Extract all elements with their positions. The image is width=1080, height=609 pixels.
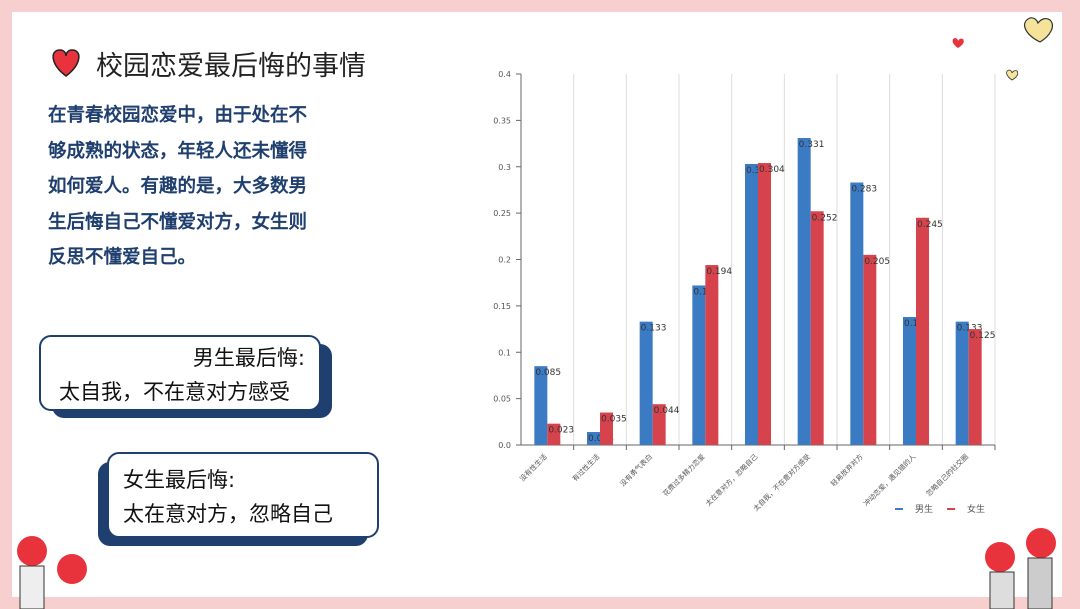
love-balloon	[1026, 528, 1056, 558]
data-label: 0.085	[535, 368, 561, 378]
cat-paw	[989, 571, 1015, 609]
cat-paw	[19, 565, 45, 609]
callout-text: 太在意对方，忽略自己	[123, 502, 333, 526]
x-tick-label: 忽略自己的社交圈	[924, 452, 970, 498]
heart-deco	[952, 38, 964, 48]
heart-icon	[52, 49, 80, 77]
bar	[547, 423, 561, 445]
data-label: 0.245	[917, 220, 943, 230]
y-tick-label: 0.35	[493, 116, 511, 125]
bar	[587, 432, 600, 445]
love-balloon	[57, 554, 87, 584]
intro-line: 在青春校园恋爱中，由于处在不	[48, 105, 308, 126]
data-label: 0.035	[601, 415, 627, 425]
x-tick-label: 没有勇气表白	[618, 452, 654, 488]
love-balloon	[17, 536, 47, 566]
data-label: 0.044	[654, 406, 680, 416]
callout-title: 男生最后悔:	[192, 346, 305, 370]
bar	[903, 317, 916, 445]
bar	[916, 217, 929, 445]
bar	[600, 412, 613, 445]
y-tick-label: 0.4	[498, 70, 511, 79]
data-label: 0.304	[759, 165, 785, 175]
bar	[639, 321, 653, 445]
y-tick-label: 0.25	[493, 209, 511, 218]
x-tick-label: 太在意对方，忽略自己	[704, 452, 760, 508]
bar	[850, 182, 864, 445]
data-label: 0.125	[970, 331, 996, 341]
data-label: 0.252	[812, 213, 838, 223]
slide-title: 校园恋爱最后悔的事情	[96, 51, 366, 82]
bar	[705, 265, 719, 445]
bar	[745, 163, 758, 445]
data-label: 0.205	[864, 257, 890, 267]
callout: 男生最后悔: 太自我，不在意对方感受	[39, 335, 321, 411]
bar	[534, 366, 548, 445]
x-tick-label: 太自我，不在意对方感受	[751, 452, 812, 513]
intro-text: 在青春校园恋爱中，由于处在不 够成熟的状态，年轻人还未懂得 如何爱人。有趣的是，…	[48, 98, 307, 276]
cat-paw	[1027, 557, 1053, 609]
y-tick-label: 0.0	[498, 441, 511, 450]
data-label: 0.283	[851, 185, 877, 195]
legend-label: 男生	[915, 503, 933, 515]
data-label: 0.023	[548, 426, 574, 436]
y-tick-label: 0.05	[493, 395, 511, 404]
data-label: 0.133	[957, 324, 983, 334]
intro-line: 反思不懂爱自己。	[48, 247, 197, 268]
intro-line: 如何爱人。有趣的是，大多数男	[48, 176, 308, 197]
legend-label: 女生	[967, 503, 985, 515]
x-tick-label: 轻易放弃对方	[829, 452, 865, 488]
data-label: 0.133	[641, 324, 667, 334]
intro-line: 够成熟的状态，年轻人还未懂得	[48, 140, 308, 162]
x-tick-label: 花费过多精力恋爱	[661, 452, 707, 498]
bar	[968, 329, 982, 445]
intro-line: 生后悔自己不懂爱对方，女生则	[48, 211, 308, 233]
data-label: 0.331	[799, 140, 825, 150]
bar	[758, 163, 771, 446]
y-tick-label: 0.15	[493, 302, 511, 311]
heart-deco	[1006, 69, 1019, 81]
x-tick-label: 有过性生活	[570, 452, 601, 483]
callout-title: 女生最后悔:	[123, 468, 236, 492]
y-tick-label: 0.2	[498, 256, 511, 265]
bar	[955, 321, 969, 445]
bar	[692, 285, 706, 445]
y-tick-label: 0.1	[498, 348, 511, 357]
callout: 女生最后悔: 太在意对方，忽略自己	[107, 452, 379, 538]
bar	[863, 254, 877, 445]
bar	[810, 211, 824, 445]
data-label: 0.194	[706, 267, 732, 277]
x-tick-label: 冲动恋爱，遇见错的人	[862, 452, 918, 508]
bar	[652, 404, 666, 445]
x-tick-label: 没有性生活	[518, 452, 549, 483]
bar	[797, 137, 811, 445]
callout-text: 太自我，不在意对方感受	[59, 380, 290, 404]
heart-deco	[1023, 17, 1053, 43]
y-tick-label: 0.3	[498, 163, 511, 172]
love-balloon	[985, 542, 1015, 572]
